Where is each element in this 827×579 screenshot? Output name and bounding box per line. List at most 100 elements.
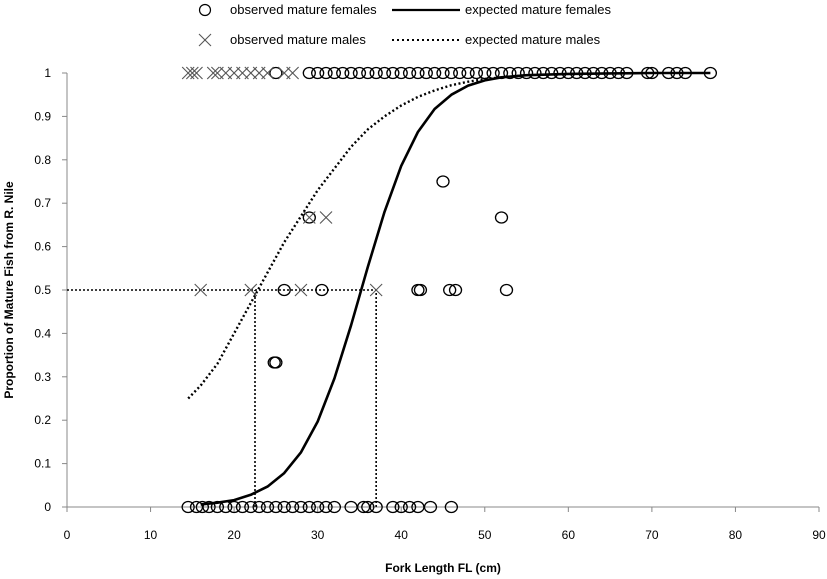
male-point [369, 283, 383, 297]
female-point [436, 175, 450, 188]
female-point [369, 500, 383, 514]
male-point [319, 211, 333, 224]
female-point [319, 500, 333, 514]
y-axis-title: Proportion of Mature Fish from R. Nile [2, 181, 16, 399]
female-point [344, 66, 358, 80]
female-point [302, 500, 316, 514]
female-point [519, 66, 534, 80]
female-point [528, 66, 542, 80]
female-point [586, 66, 601, 80]
female-point [219, 500, 233, 514]
y-tick-label: 0.7 [34, 196, 51, 210]
x-tick-label: 70 [645, 528, 659, 542]
x-axis-title: Fork Length FL (cm) [385, 561, 501, 575]
female-point [277, 283, 291, 297]
female-point [269, 500, 283, 514]
legend-label-expected-males: expected mature males [465, 32, 601, 47]
female-point [444, 66, 459, 80]
female-point [461, 66, 475, 80]
female-point [294, 500, 308, 514]
female-point [361, 66, 375, 80]
y-tick-label: 0.8 [34, 153, 51, 167]
y-axis-ticks: 0 0.1 0.2 0.3 0.4 0.5 0.6 0.7 0.8 0.9 1 [34, 66, 67, 514]
female-point [377, 66, 392, 80]
female-point [386, 500, 400, 514]
female-point [419, 66, 433, 80]
female-point [411, 283, 425, 297]
female-point [327, 66, 342, 80]
x-axis-ticks: 0 10 20 30 40 50 60 70 80 90 [64, 507, 826, 542]
female-point [544, 66, 559, 80]
expected-females-curve [200, 71, 711, 506]
female-point [210, 500, 225, 514]
female-point [181, 500, 195, 514]
y-tick-label: 0 [44, 500, 51, 514]
female-point [413, 283, 428, 297]
female-point [195, 500, 210, 514]
female-point [402, 500, 417, 514]
legend-label-observed-females: observed mature females [230, 2, 377, 17]
y-tick-label: 0.1 [34, 457, 51, 471]
expected-males-curve [187, 74, 527, 400]
female-point [269, 66, 283, 80]
female-point [478, 66, 492, 80]
female-point [661, 66, 676, 80]
female-point [402, 66, 417, 80]
female-point [611, 66, 626, 80]
x-tick-label: 60 [562, 528, 576, 542]
female-point [678, 66, 692, 80]
y-tick-label: 0.6 [34, 240, 51, 254]
male-point [302, 211, 316, 224]
observed-markers [181, 66, 718, 514]
female-point [603, 66, 617, 80]
female-point [202, 500, 216, 514]
female-point [494, 211, 509, 224]
female-point [553, 66, 567, 80]
female-point [319, 66, 333, 80]
female-point [503, 66, 517, 80]
female-point [443, 283, 457, 297]
y-tick-label: 0.3 [34, 370, 51, 384]
female-point [423, 500, 438, 514]
y-tick-label: 0.2 [34, 413, 51, 427]
legend-x-marker [198, 33, 212, 47]
female-point [302, 211, 316, 224]
x-tick-label: 20 [227, 528, 241, 542]
female-point [448, 283, 463, 297]
female-point [311, 66, 325, 80]
female-point [436, 66, 450, 80]
female-point [227, 500, 241, 514]
male-point [244, 283, 258, 297]
y-tick-label: 0.5 [34, 283, 51, 297]
y-tick-label: 1 [44, 66, 51, 80]
reference-lines [67, 289, 377, 507]
female-point [469, 66, 484, 80]
female-point [499, 283, 514, 297]
x-tick-label: 90 [812, 528, 826, 542]
female-point [277, 500, 291, 514]
female-point [386, 66, 400, 80]
female-point [494, 66, 509, 80]
female-point [703, 66, 718, 80]
female-point [444, 500, 459, 514]
female-point [670, 66, 684, 80]
female-point [645, 66, 659, 80]
male-point [294, 283, 308, 297]
female-point [578, 66, 592, 80]
legend-circle-marker [198, 3, 212, 17]
expected-curves [187, 71, 711, 506]
female-point [269, 356, 283, 369]
female-point [641, 66, 655, 80]
x-tick-label: 30 [311, 528, 325, 542]
female-point [486, 66, 500, 80]
female-point [511, 66, 525, 80]
female-point [411, 66, 425, 80]
female-point [427, 66, 442, 80]
female-point [394, 66, 408, 80]
male-point [185, 66, 199, 80]
male-point [190, 66, 203, 80]
female-point [285, 500, 300, 514]
female-point [570, 66, 584, 80]
female-point [311, 500, 325, 514]
